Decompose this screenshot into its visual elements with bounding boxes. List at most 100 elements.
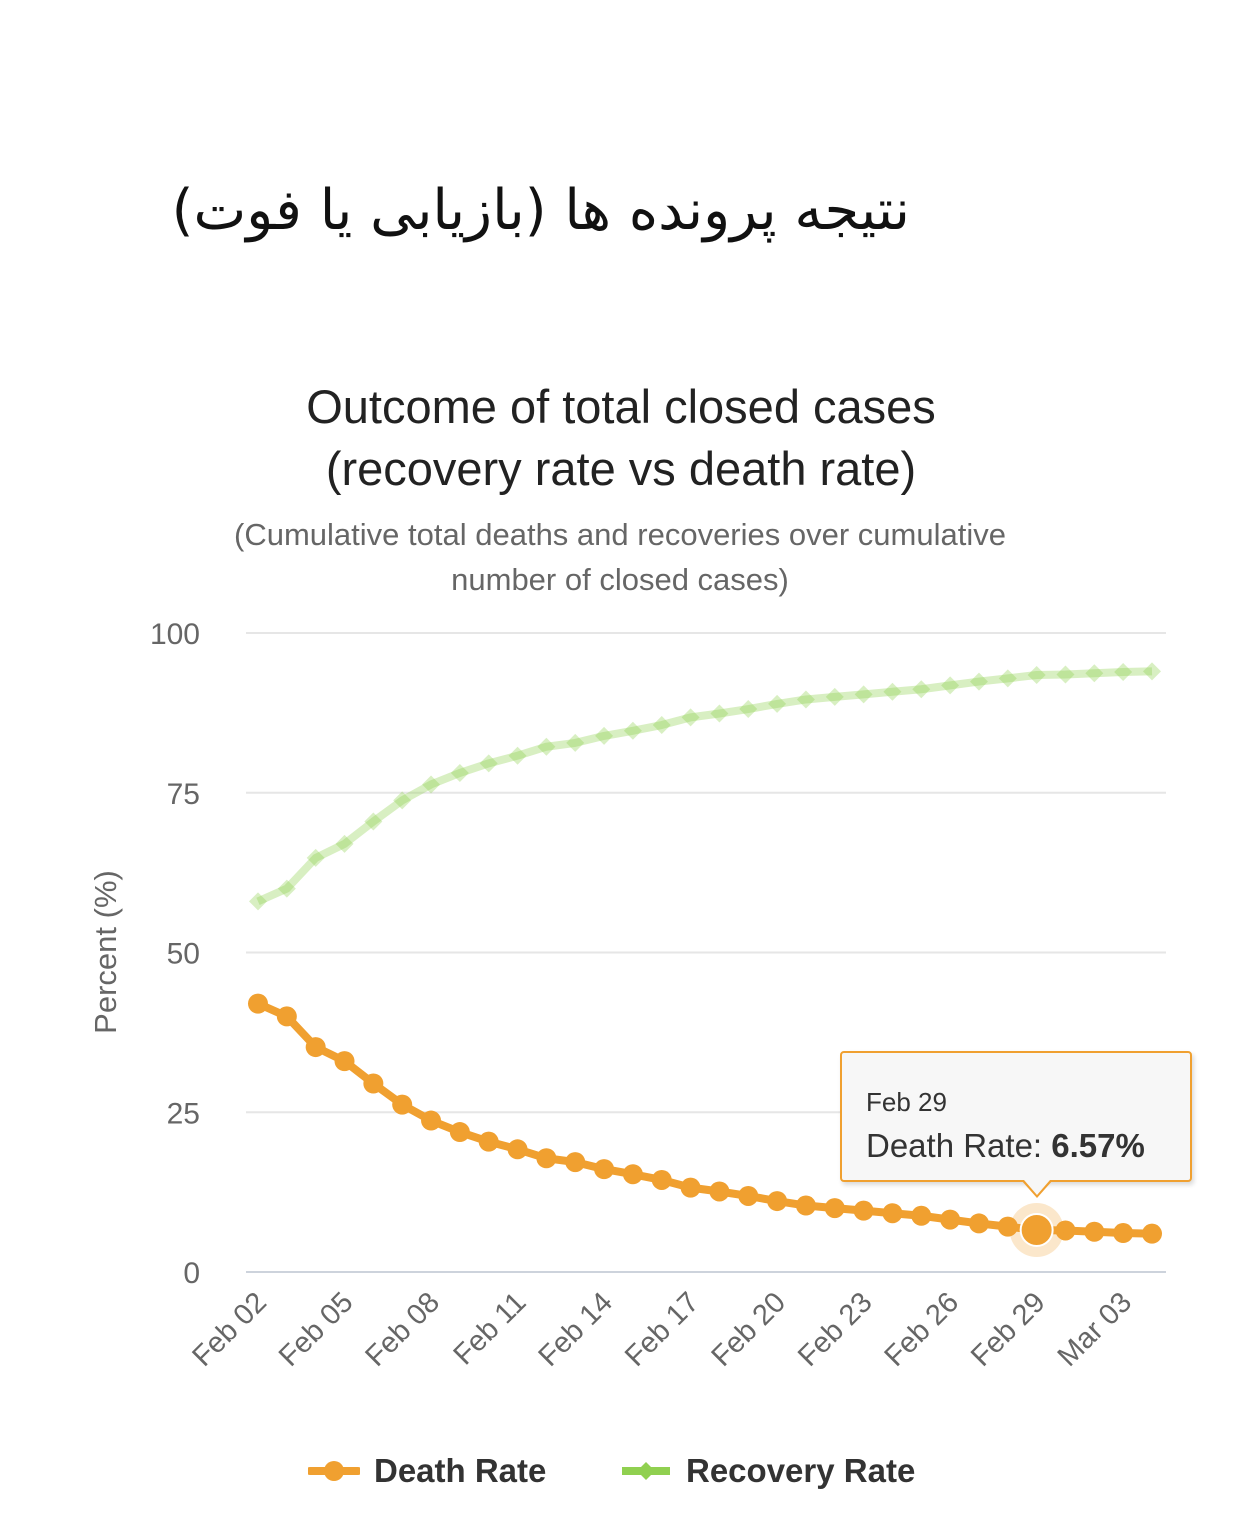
recovery-rate-point[interactable] xyxy=(1143,662,1161,681)
death-rate-point[interactable] xyxy=(709,1181,730,1202)
chart-subtitle: (Cumulative total deaths and recoveries … xyxy=(120,512,1120,602)
death-rate-point[interactable] xyxy=(363,1073,384,1094)
tooltip-arrow-fill xyxy=(1024,1180,1050,1195)
recovery-rate-point[interactable] xyxy=(595,726,614,745)
recovery-rate-point[interactable] xyxy=(796,690,815,709)
recovery-rate-point[interactable] xyxy=(768,694,787,713)
death-rate-point[interactable] xyxy=(1142,1223,1162,1244)
death-rate-point[interactable] xyxy=(968,1213,989,1234)
death-rate-point[interactable] xyxy=(305,1037,326,1058)
recovery-rate-point[interactable] xyxy=(652,716,671,735)
chart-subtitle-line-1: (Cumulative total deaths and recoveries … xyxy=(234,517,1006,552)
death-rate-point[interactable] xyxy=(276,1006,297,1027)
recovery-rate-point[interactable] xyxy=(883,682,902,701)
recovery-rate-point[interactable] xyxy=(1114,662,1133,681)
y-tick-label: 75 xyxy=(167,778,200,811)
recovery-rate-point[interactable] xyxy=(1085,664,1104,683)
legend-label-recovery-rate: Recovery Rate xyxy=(686,1452,916,1489)
recovery-rate-point[interactable] xyxy=(335,834,354,853)
death-rate-point[interactable] xyxy=(680,1177,701,1198)
legend-recovery-rate-marker-icon xyxy=(622,1462,670,1480)
recovery-rate-line xyxy=(256,667,1153,906)
death-rate-point[interactable] xyxy=(795,1195,816,1216)
death-rate-point[interactable] xyxy=(449,1122,470,1143)
chart-title-line-1: Outcome of total closed cases xyxy=(306,380,936,433)
death-rate-point[interactable] xyxy=(594,1159,615,1180)
death-rate-point[interactable] xyxy=(478,1131,499,1152)
recovery-rate-point[interactable] xyxy=(306,848,325,867)
recovery-rate-point[interactable] xyxy=(969,672,988,691)
death-rate-point[interactable] xyxy=(940,1209,961,1230)
recovery-rate-point[interactable] xyxy=(422,775,441,794)
tooltip-value-line: Death Rate: 6.57% xyxy=(866,1127,1145,1165)
recovery-rate-point[interactable] xyxy=(364,812,383,831)
recovery-rate-point[interactable] xyxy=(941,676,960,695)
recovery-rate-point[interactable] xyxy=(249,892,267,911)
x-tick-label: Feb 14 xyxy=(533,1286,619,1372)
tooltip-value: 6.57% xyxy=(1051,1127,1145,1164)
death-rate-point[interactable] xyxy=(392,1094,413,1115)
death-rate-point[interactable] xyxy=(1084,1221,1105,1242)
x-tick-label: Feb 08 xyxy=(360,1286,446,1372)
y-tick-label: 100 xyxy=(150,618,200,651)
death-rate-point[interactable] xyxy=(421,1110,442,1131)
legend-label-death-rate: Death Rate xyxy=(374,1452,547,1489)
recovery-rate-point[interactable] xyxy=(537,737,556,756)
x-tick-label: Feb 23 xyxy=(792,1286,878,1372)
recovery-rate-point[interactable] xyxy=(393,791,412,810)
recovery-rate-point[interactable] xyxy=(566,733,585,752)
recovery-rate-point[interactable] xyxy=(825,687,844,706)
page-title: نتیجه پرونده ها (بازیابی یا فوت) xyxy=(171,178,910,243)
recovery-rate-point[interactable] xyxy=(450,763,469,782)
x-tick-label: Feb 02 xyxy=(186,1286,272,1372)
death-rate-point[interactable] xyxy=(248,993,268,1014)
x-tick-label: Mar 03 xyxy=(1052,1286,1138,1372)
death-rate-point[interactable] xyxy=(1055,1220,1076,1241)
death-rate-point[interactable] xyxy=(911,1205,932,1226)
chart-tooltip: Feb 29 Death Rate: 6.57% xyxy=(840,1051,1192,1182)
recovery-rate-point[interactable] xyxy=(854,685,873,704)
x-tick-label: Feb 17 xyxy=(619,1286,705,1372)
x-tick-label: Feb 11 xyxy=(448,1286,533,1371)
chart-title-line-2: (recovery rate vs death rate) xyxy=(325,442,917,495)
recovery-rate-point[interactable] xyxy=(479,754,498,773)
death-rate-point[interactable] xyxy=(565,1152,586,1173)
death-rate-point[interactable] xyxy=(1113,1223,1134,1244)
death-rate-point[interactable] xyxy=(853,1200,874,1221)
recovery-rate-point[interactable] xyxy=(998,669,1017,688)
chart-subtitle-line-2: number of closed cases) xyxy=(451,562,789,597)
x-tick-label: Feb 20 xyxy=(706,1286,792,1372)
legend-death-rate-marker-icon xyxy=(308,1461,360,1481)
y-tick-label: 25 xyxy=(167,1097,200,1130)
death-rate-point[interactable] xyxy=(622,1164,643,1185)
y-tick-label: 0 xyxy=(183,1257,200,1290)
death-rate-point[interactable] xyxy=(882,1203,903,1224)
death-rate-point[interactable] xyxy=(738,1185,759,1206)
death-rate-point[interactable] xyxy=(767,1191,788,1212)
recovery-rate-point[interactable] xyxy=(739,700,758,719)
legend-item-death-rate[interactable]: Death Rate xyxy=(308,1448,546,1494)
tooltip-series-label: Death Rate: xyxy=(866,1127,1052,1164)
chart-title: Outcome of total closed cases (recovery … xyxy=(0,376,1242,500)
x-tick-label: Feb 05 xyxy=(273,1286,359,1372)
recovery-rate-point[interactable] xyxy=(912,680,931,699)
death-rate-point[interactable] xyxy=(651,1169,672,1190)
recovery-rate-point[interactable] xyxy=(1027,665,1046,684)
recovery-rate-point[interactable] xyxy=(1056,665,1075,684)
death-rate-point[interactable] xyxy=(824,1198,845,1219)
x-tick-label: Feb 26 xyxy=(879,1286,965,1372)
death-rate-point[interactable] xyxy=(507,1139,528,1160)
tooltip-date: Feb 29 xyxy=(866,1087,947,1117)
legend-item-recovery-rate[interactable]: Recovery Rate xyxy=(620,1448,915,1494)
y-tick-label: 50 xyxy=(167,938,200,971)
recovery-rate-point[interactable] xyxy=(710,704,729,723)
recovery-rate-point[interactable] xyxy=(508,746,527,765)
death-rate-point[interactable] xyxy=(536,1148,557,1169)
highlighted-death-rate-point[interactable] xyxy=(1019,1213,1054,1248)
recovery-rate-point[interactable] xyxy=(277,879,296,898)
recovery-rate-point[interactable] xyxy=(623,721,642,740)
recovery-rate-point[interactable] xyxy=(681,708,700,727)
death-rate-point[interactable] xyxy=(334,1051,355,1072)
death-rate-point[interactable] xyxy=(997,1216,1018,1237)
